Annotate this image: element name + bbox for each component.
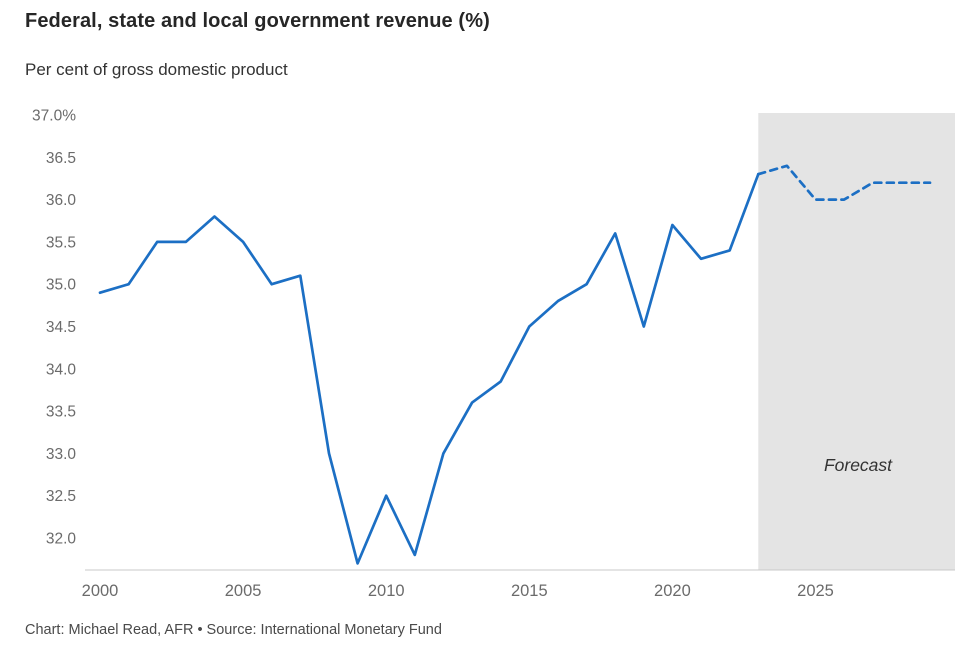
chart-footer: Chart: Michael Read, AFR • Source: Inter… bbox=[25, 622, 442, 638]
y-tick-label: 34.5 bbox=[46, 319, 76, 336]
forecast-label: Forecast bbox=[824, 455, 893, 475]
x-tick-label: 2000 bbox=[82, 582, 119, 600]
chart-svg: 32.0 32.5 33.0 33.5 34.0 34.5 35.0 35.5 36.0 36.5… bbox=[32, 108, 955, 600]
chart-title: Federal, state and local government reve… bbox=[25, 10, 490, 32]
y-tick-label: 36.0 bbox=[46, 192, 77, 209]
line-chart: 32.0 32.5 33.0 33.5 34.0 34.5 35.0 35.5 36.0 36.5… bbox=[0, 100, 959, 605]
y-tick-label: 37.0% bbox=[32, 108, 76, 125]
series-line-forecast bbox=[756, 164, 932, 201]
x-tick-label: 2015 bbox=[511, 582, 548, 600]
y-tick-label: 33.5 bbox=[46, 404, 76, 421]
y-tick-label: 32.0 bbox=[46, 531, 77, 548]
y-tick-label: 35.0 bbox=[46, 277, 77, 294]
x-tick-label: 2005 bbox=[225, 582, 262, 600]
x-tick-label: 2025 bbox=[797, 582, 834, 600]
y-tick-label: 35.5 bbox=[46, 234, 76, 251]
forecast-band bbox=[758, 113, 955, 570]
y-tick-label: 34.0 bbox=[46, 361, 77, 378]
x-tick-label: 2020 bbox=[654, 582, 691, 600]
chart-subtitle: Per cent of gross domestic product bbox=[25, 60, 288, 79]
y-tick-label: 36.5 bbox=[46, 150, 76, 167]
y-tick-label: 32.5 bbox=[46, 488, 76, 505]
series-line-actual bbox=[98, 172, 760, 565]
x-tick-label: 2010 bbox=[368, 582, 405, 600]
y-tick-label: 33.0 bbox=[46, 446, 77, 463]
